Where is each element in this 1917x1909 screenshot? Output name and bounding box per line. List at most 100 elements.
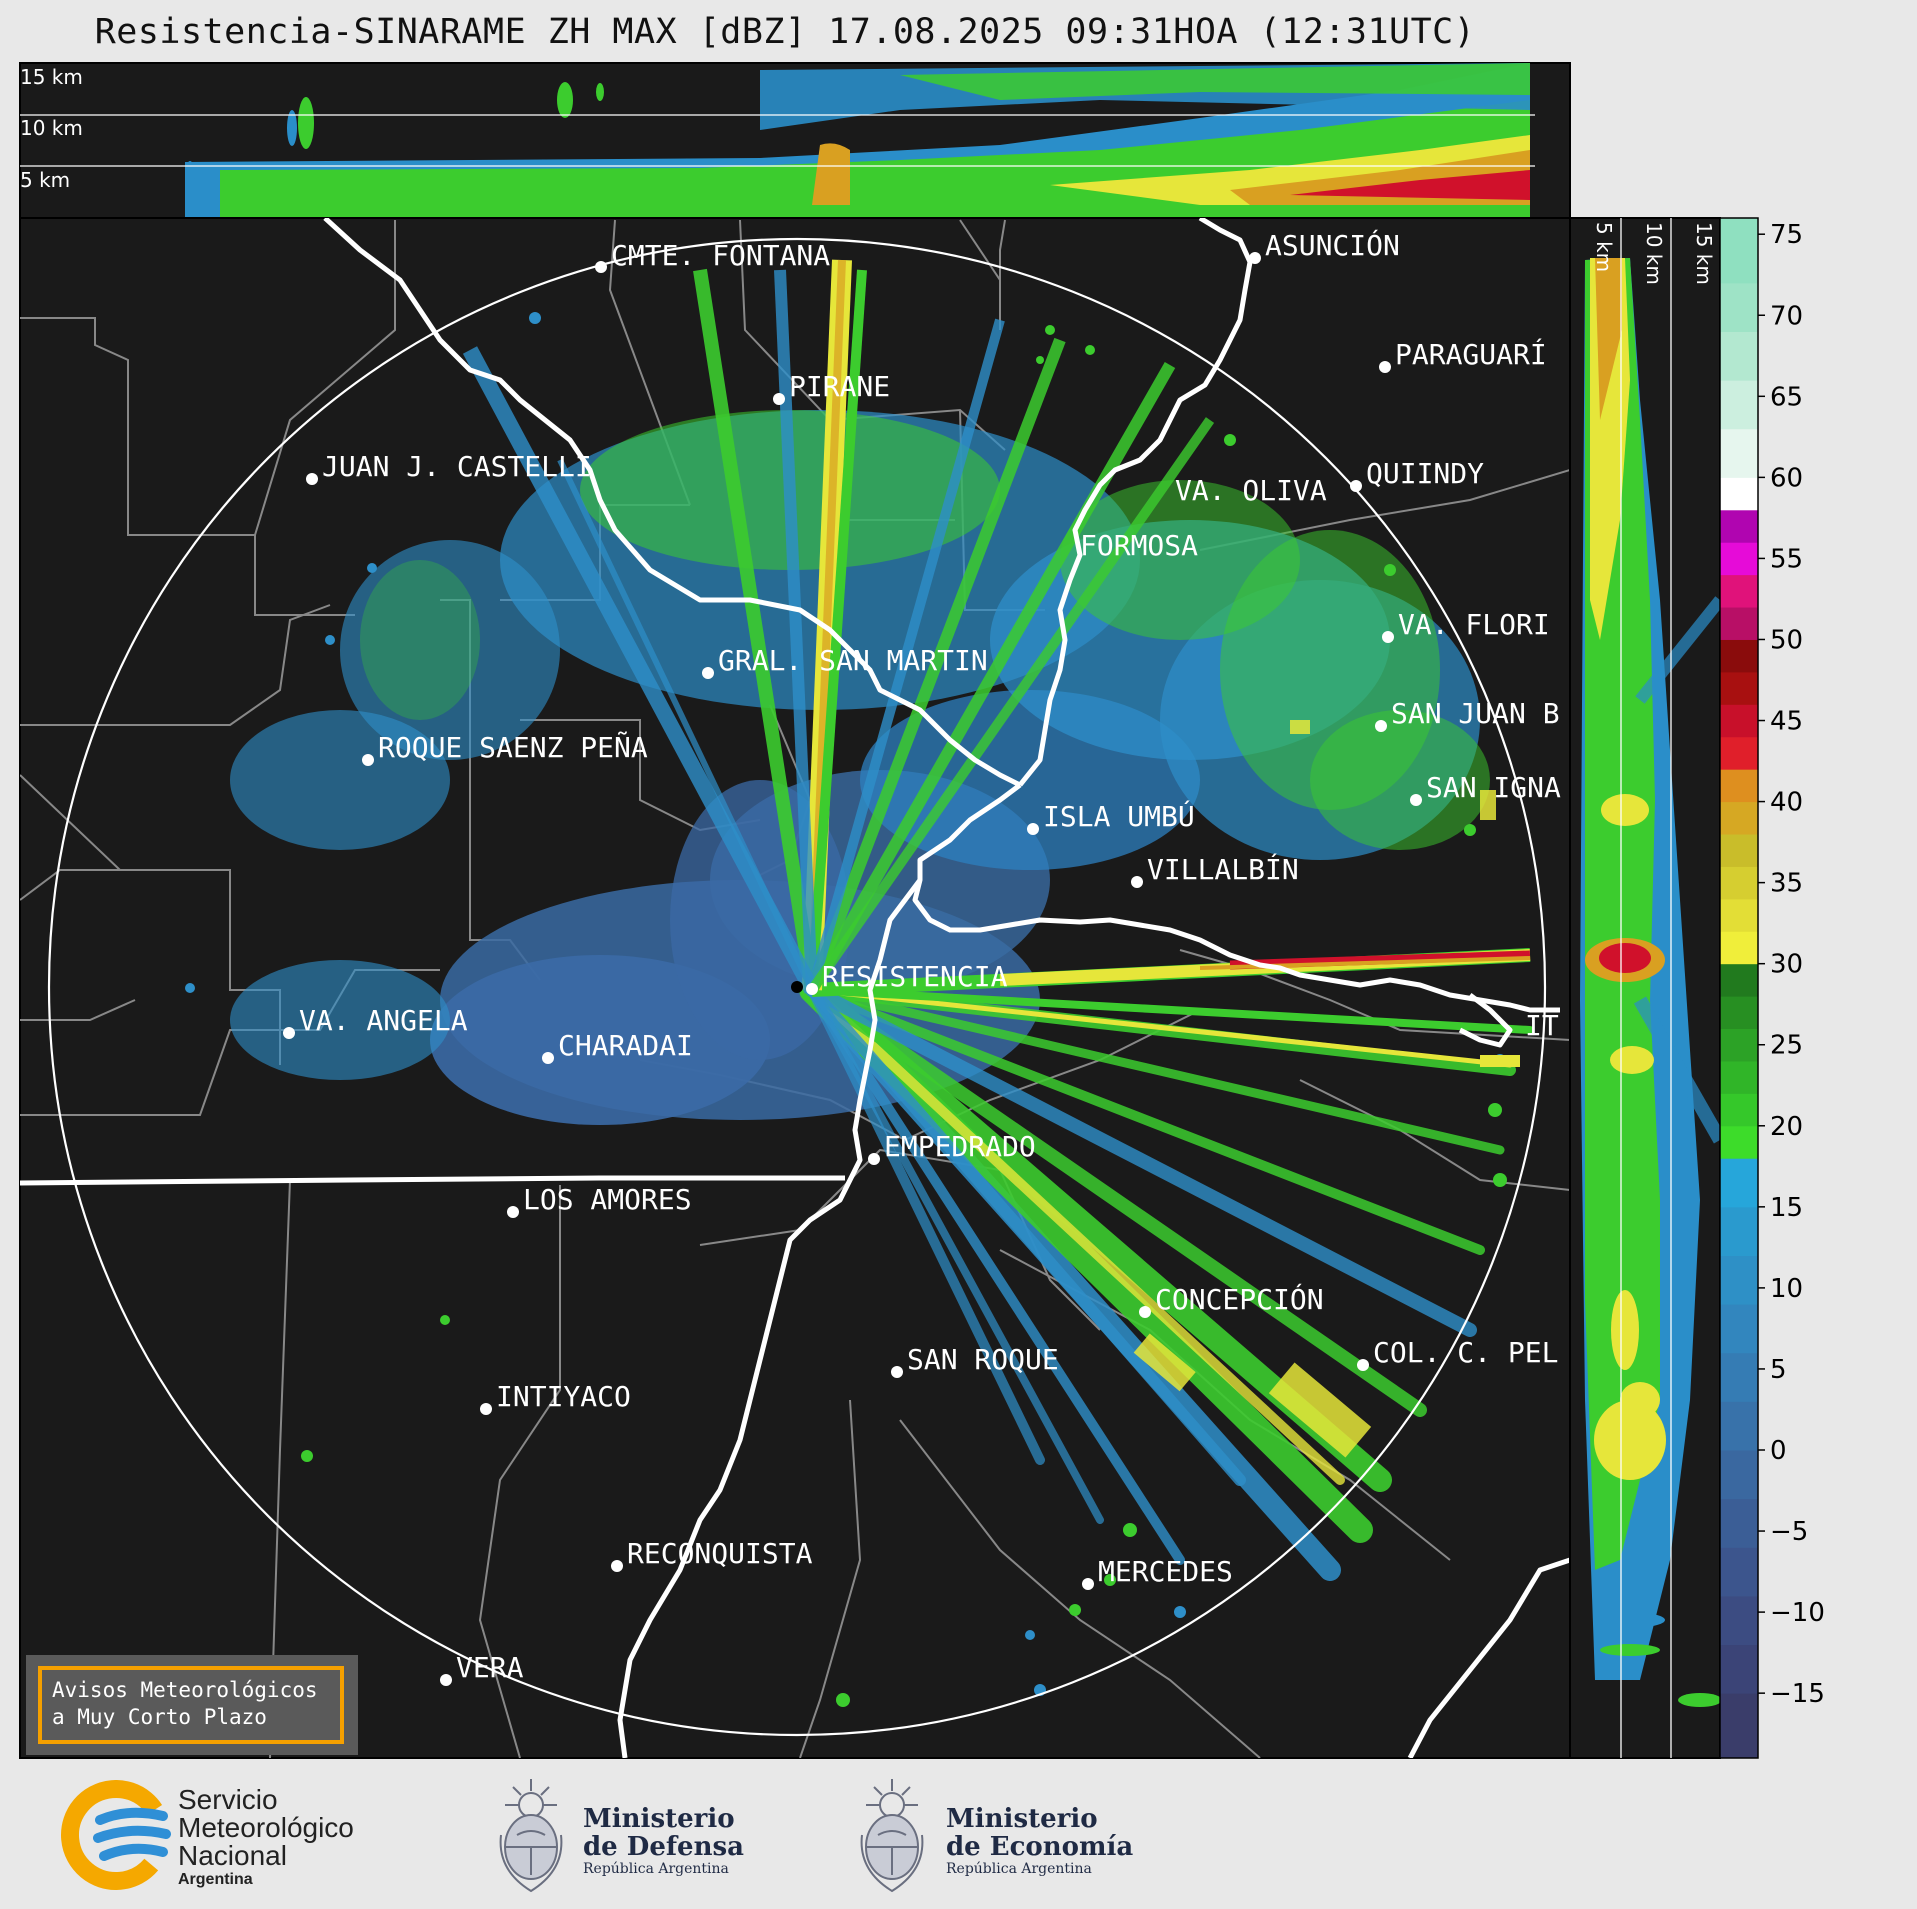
defensa-logo: Ministerio de Defensa República Argentin…: [495, 1775, 755, 1900]
city-label: COL. C. PEL: [1373, 1336, 1558, 1369]
city-marker: [1249, 252, 1261, 264]
city-label: CMTE. FONTANA: [611, 239, 830, 272]
side-height-label-5: 5 km: [1592, 222, 1616, 272]
defensa-line-3: República Argentina: [583, 1861, 729, 1877]
colorbar-segment: [1720, 1693, 1758, 1759]
city-label: GRAL. SAN MARTIN: [718, 644, 988, 677]
colorbar-segment: [1720, 639, 1758, 673]
city-marker: [868, 1153, 880, 1165]
colorbar-segment: [1720, 1498, 1758, 1548]
colorbar-segment: [1720, 834, 1758, 867]
colorbar-segment: [1720, 607, 1758, 640]
colorbar-segment: [1720, 1125, 1758, 1159]
colorbar-segment: [1720, 671, 1758, 705]
city-label: FORMOSA: [1080, 529, 1198, 562]
economia-logo: Ministerio de Economía República Argenti…: [856, 1775, 1156, 1900]
colorbar-segment: [1720, 963, 1758, 997]
smn-emblem-icon: [61, 1780, 171, 1890]
chart-title: Resistencia-SINARAME ZH MAX [dBZ] 17.08.…: [94, 12, 1476, 52]
colorbar-tick-label: 45: [1770, 707, 1803, 737]
side-height-panel: [1569, 217, 1721, 1759]
city-marker: [542, 1052, 554, 1064]
colorbar-segment: [1720, 1060, 1758, 1094]
colorbar-segment: [1720, 866, 1758, 900]
city-label: MERCEDES: [1098, 1555, 1233, 1588]
city-label: QUIINDY: [1366, 457, 1484, 490]
colorbar-segment: [1720, 1352, 1758, 1402]
defensa-line-1: Ministerio: [583, 1804, 735, 1834]
side-height-label-15: 15 km: [1692, 222, 1716, 285]
colorbar-segment: [1720, 736, 1758, 770]
colorbar-tick-label: 20: [1770, 1112, 1803, 1142]
city-label: PIRANE: [789, 370, 890, 403]
colorbar-tick-label: −15: [1770, 1679, 1825, 1709]
top-height-panel: [19, 62, 1571, 219]
colorbar-segment: [1720, 1255, 1758, 1305]
city-marker: [306, 473, 318, 485]
city-marker: [611, 1560, 623, 1572]
colorbar-tick-label: 35: [1770, 869, 1803, 899]
city-label: INTIYACO: [496, 1380, 631, 1413]
city-marker: [1131, 876, 1143, 888]
city-marker: [1357, 1359, 1369, 1371]
colorbar-segment: [1720, 1644, 1758, 1694]
city-marker: [1379, 361, 1391, 373]
city-label: LOS AMORES: [523, 1183, 692, 1216]
defensa-line-2: de Defensa: [583, 1832, 744, 1862]
city-label: JUAN J. CASTELLI: [322, 450, 592, 483]
city-label: CONCEPCIÓN: [1155, 1282, 1324, 1316]
warning-line-2: a Muy Corto Plazo: [52, 1705, 267, 1729]
city-label: VA. OLIVA: [1175, 474, 1327, 507]
city-label: IT: [1525, 1009, 1559, 1042]
colorbar-segment: [1720, 801, 1758, 835]
warning-line-1: Avisos Meteorológicos: [52, 1678, 318, 1702]
colorbar-segment: [1720, 574, 1758, 608]
city-label: ROQUE SAENZ PEÑA: [378, 730, 648, 764]
economia-line-1: Ministerio: [946, 1804, 1098, 1834]
colorbar-segment: [1720, 1304, 1758, 1354]
city-marker: [1410, 794, 1422, 806]
city-label: CHARADAI: [558, 1029, 693, 1062]
warning-box[interactable]: Avisos Meteorológicos a Muy Corto Plazo: [26, 1655, 358, 1755]
colorbar-tick-label: 10: [1770, 1274, 1803, 1304]
radar-echoes: [185, 259, 1534, 1707]
colorbar-tick-label: 65: [1770, 382, 1803, 412]
colorbar-tick-label: 30: [1770, 950, 1803, 980]
city-label: ASUNCIÓN: [1265, 228, 1400, 262]
colorbar-segment: [1720, 704, 1758, 738]
city-marker: [1382, 631, 1394, 643]
colorbar-segment: [1720, 1450, 1758, 1500]
radar-map: [19, 217, 1571, 1759]
colorbar-segment: [1720, 931, 1758, 965]
colorbar-border: [1719, 217, 1759, 1759]
city-label: PARAGUARÍ: [1395, 337, 1547, 371]
city-marker: [480, 1403, 492, 1415]
colorbar-segment: [1720, 380, 1758, 430]
side-height-label-10: 10 km: [1642, 222, 1666, 285]
colorbar-tick-label: 60: [1770, 463, 1803, 493]
top-height-label-10: 10 km: [20, 116, 83, 140]
smn-logo: Servicio Meteorológico Nacional Argentin…: [58, 1780, 398, 1890]
colorbar-segment: [1720, 1401, 1758, 1451]
colorbar-segment: [1720, 1093, 1758, 1127]
city-label: RECONQUISTA: [627, 1537, 813, 1570]
city-marker: [1350, 480, 1362, 492]
colorbar-segment: [1720, 331, 1758, 381]
city-label: SAN ROQUE: [907, 1343, 1059, 1376]
city-label: VA. ANGELA: [299, 1004, 468, 1037]
colorbar-tick-label: 15: [1770, 1193, 1803, 1223]
colorbar-segment: [1720, 1028, 1758, 1062]
colorbar-tick-label: 70: [1770, 301, 1803, 331]
colorbar-tick-label: 75: [1770, 220, 1803, 250]
economia-line-2: de Economía: [946, 1832, 1134, 1862]
colorbar-tick-label: 0: [1770, 1436, 1787, 1466]
city-marker: [891, 1366, 903, 1378]
city-marker: [440, 1674, 452, 1686]
national-seal-icon: [499, 1779, 563, 1893]
city-marker: [773, 393, 785, 405]
city-label: VILLALBÍN: [1147, 852, 1299, 886]
smn-line-4: Argentina: [178, 1871, 253, 1888]
colorbar-tick-label: 55: [1770, 544, 1803, 574]
top-height-label-5: 5 km: [20, 168, 70, 192]
